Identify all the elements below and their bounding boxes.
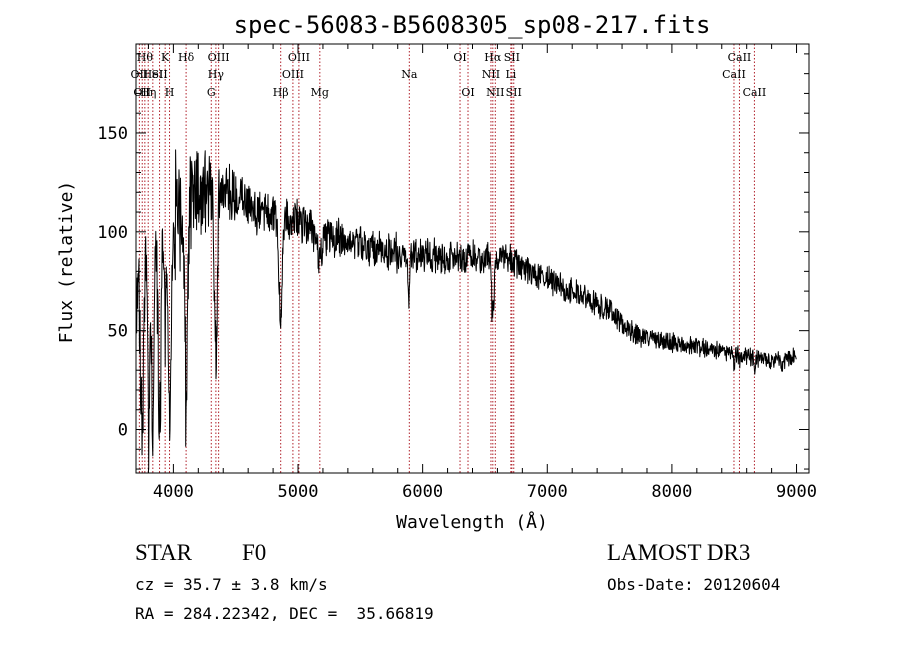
x-tick-label-4000: 4000 <box>153 482 194 502</box>
line-marker-label-22: Li <box>505 68 516 81</box>
x-axis-label: Wavelength (Å) <box>396 511 548 533</box>
y-tick-label-0: 0 <box>118 421 128 441</box>
line-marker-label-21: NII <box>486 86 504 99</box>
y-tick-label-150: 150 <box>97 124 128 144</box>
y-tick-label-100: 100 <box>97 223 128 243</box>
line-marker-label-6: K <box>161 51 170 64</box>
line-marker-label-12: Hβ <box>273 86 289 99</box>
line-marker-label-5: SII <box>151 68 167 81</box>
x-tick-label-9000: 9000 <box>776 482 817 502</box>
flux-series-line <box>135 149 797 470</box>
line-marker-label-23: SII <box>504 51 520 64</box>
line-marker-label-19: NII <box>482 68 500 81</box>
line-marker-label-26: CaII <box>728 51 752 64</box>
line-marker-label-24: SII <box>506 86 522 99</box>
y-axis-label: Flux (relative) <box>56 181 77 344</box>
y-tick-label-50: 50 <box>108 322 128 342</box>
line-marker-label-18: OI <box>461 86 474 99</box>
chart-title: spec-56083-B5608305_sp08-217.fits <box>234 11 711 39</box>
spectral-subclass: F0 <box>242 540 267 565</box>
line-marker-label-10: Hγ <box>208 68 225 81</box>
line-marker-label-7: H <box>165 86 175 99</box>
redshift-text: cz = 35.7 ± 3.8 km/s <box>135 575 328 594</box>
line-marker-label-8: Hδ <box>178 51 195 64</box>
line-marker-label-27: CaII <box>743 86 767 99</box>
x-tick-label-5000: 5000 <box>278 482 319 502</box>
survey-name: LAMOST DR3 <box>607 540 751 565</box>
line-marker-label-15: Mg <box>311 86 329 99</box>
line-marker-label-4: HeI <box>143 68 163 81</box>
line-marker-label-13: OIII <box>282 68 304 81</box>
line-marker-label-16: Na <box>401 68 418 81</box>
line-marker-label-17: OI <box>453 51 466 64</box>
line-marker-label-3: Hη <box>140 86 156 99</box>
line-markers <box>138 44 755 473</box>
plot-frame <box>135 43 810 474</box>
x-tick-label-6000: 6000 <box>402 482 443 502</box>
line-marker-label-20: Hα <box>484 51 502 64</box>
line-marker-label-0: OII <box>131 68 149 81</box>
line-marker-label-11: OIII <box>208 51 230 64</box>
line-marker-label-14: OIII <box>288 51 310 64</box>
x-tick-label-8000: 8000 <box>651 482 692 502</box>
x-tick-label-7000: 7000 <box>527 482 568 502</box>
line-marker-labels: OIIOIIHθHηHeISIIKHHδGHγOIIIHβOIIIOIIIMgN… <box>131 51 767 99</box>
line-marker-label-9: G <box>207 86 216 99</box>
object-class: STAR <box>135 540 192 565</box>
coordinates-text: RA = 284.22342, DEC = 35.66819 <box>135 604 434 623</box>
obs-date-text: Obs-Date: 20120604 <box>607 575 781 594</box>
line-marker-label-25: CaII <box>722 68 746 81</box>
axes: 4000 5000 6000 7000 8000 9000 0 50 100 150 <box>97 44 817 502</box>
line-marker-label-1: OII <box>133 86 151 99</box>
line-marker-label-2: Hθ <box>137 51 154 64</box>
